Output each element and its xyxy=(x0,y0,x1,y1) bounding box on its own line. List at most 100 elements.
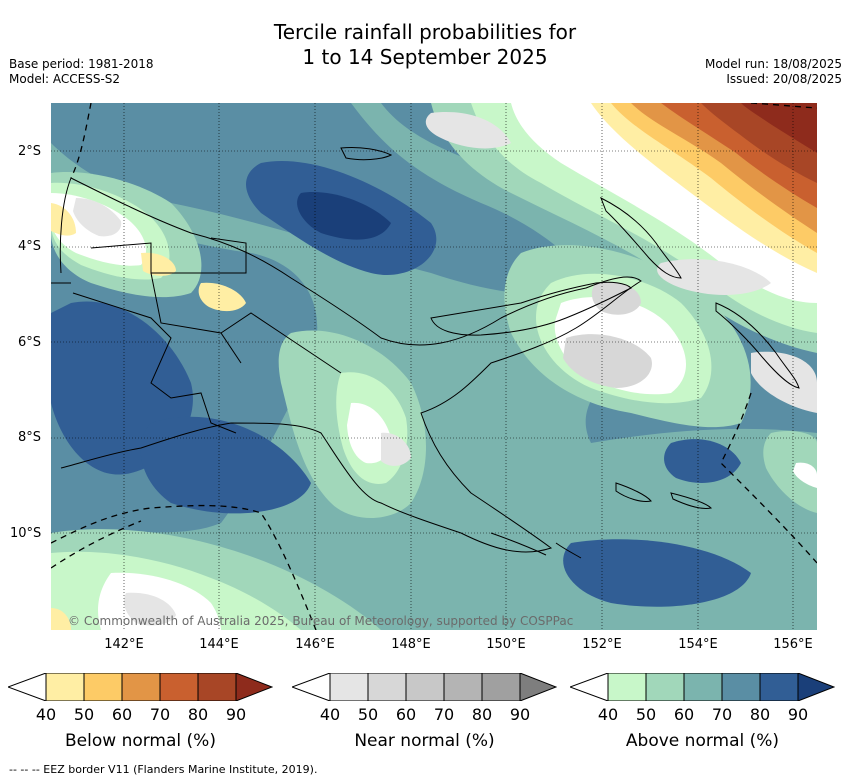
contour-near-normal-east-fill xyxy=(563,334,652,388)
lon-label-150e: 150°E xyxy=(486,637,526,652)
cbar-near-swatch-6 xyxy=(519,673,557,701)
cbar-below-swatch-4 xyxy=(159,673,199,701)
contour-near-south xyxy=(124,592,176,626)
cbar-near-title: Near normal (%) xyxy=(354,731,495,751)
cbar-near-tick-70: 70 xyxy=(433,705,455,724)
cbar-near-tick-40: 40 xyxy=(319,705,341,724)
contour-near-central xyxy=(381,432,411,466)
cbar-above-swatch-4 xyxy=(721,673,761,701)
map-title: Tercile rainfall probabilities for 1 to … xyxy=(0,20,850,70)
contour-below-west-2 xyxy=(198,282,246,312)
border-line-2 xyxy=(72,292,237,434)
graticule xyxy=(51,103,817,630)
cbar-near-swatch-5 xyxy=(481,673,521,701)
lat-label-10s: 10°S xyxy=(10,526,42,541)
lon-label-144e: 144°E xyxy=(199,637,239,652)
new-guinea-coast-west xyxy=(51,177,72,284)
cbar-above-title: Above normal (%) xyxy=(625,731,780,751)
meta-left: Base period: 1981-2018 Model: ACCESS-S2 xyxy=(9,57,154,87)
cbar-near-swatch-3 xyxy=(405,673,445,701)
cbar-above-swatch-5 xyxy=(759,673,799,701)
title-line-1: Tercile rainfall probabilities for xyxy=(273,20,577,44)
lat-label-8s: 8°S xyxy=(18,430,42,445)
cbar-near-tick-50: 50 xyxy=(357,705,379,724)
new-guinea-coast xyxy=(60,177,642,553)
cbar-near-tick-60: 60 xyxy=(395,705,417,724)
cbar-below-tick-80: 80 xyxy=(187,705,209,724)
eez-borders xyxy=(51,103,817,630)
eez-border-east xyxy=(720,392,817,564)
eez-border-north-east xyxy=(750,103,817,109)
cbar-above-tick-40: 40 xyxy=(597,705,619,724)
lat-label-2s: 2°S xyxy=(18,144,42,159)
cbar-above-tick-80: 80 xyxy=(749,705,771,724)
contour-below-west-3 xyxy=(141,252,176,276)
lat-label-6s: 6°S xyxy=(18,335,42,350)
cbar-below-title: Below normal (%) xyxy=(65,731,216,751)
manus-coast xyxy=(340,147,393,161)
contour-above-50-southeast xyxy=(763,431,817,513)
cbar-above-swatch-3 xyxy=(683,673,723,701)
cbar-below-tick-70: 70 xyxy=(149,705,171,724)
issued-label: Issued: 20/08/2025 xyxy=(726,72,842,86)
milne-bay-coast xyxy=(490,532,582,559)
cbar-below-swatch-2 xyxy=(83,673,123,701)
contour-near-northeast xyxy=(425,112,511,149)
cbar-near-swatch-4 xyxy=(443,673,483,701)
bougainville-coast xyxy=(715,302,800,389)
lat-label-4s: 4°S xyxy=(18,239,42,254)
new-britain-coast xyxy=(430,281,632,336)
cbar-above-swatch-1 xyxy=(607,673,647,701)
colorbar-below-normal xyxy=(8,673,273,701)
meta-right: Model run: 18/08/2025 Issued: 20/08/2025 xyxy=(705,57,842,87)
contour-below-max xyxy=(741,103,817,153)
base-period-label: Base period: 1981-2018 xyxy=(9,57,154,71)
cbar-near-swatch-2 xyxy=(367,673,407,701)
contour-near-east-edge xyxy=(751,351,817,413)
cbar-near-swatch-0 xyxy=(292,673,331,701)
cbar-below-tick-40: 40 xyxy=(35,705,57,724)
coastlines xyxy=(51,147,800,559)
border-line-3 xyxy=(150,272,242,364)
contour-white-central xyxy=(347,402,391,464)
eez-border-south-west xyxy=(51,520,142,569)
cbar-below-swatch-6 xyxy=(235,673,273,701)
contour-below-west xyxy=(51,203,76,236)
cbar-near-tick-90: 90 xyxy=(509,705,531,724)
cbar-above-tick-50: 50 xyxy=(635,705,657,724)
cbar-above-tick-90: 90 xyxy=(787,705,809,724)
colorbar-above-normal xyxy=(570,673,835,701)
border-line-1 xyxy=(90,237,247,274)
eez-footnote: -- -- -- EEZ border V11 (Flanders Marine… xyxy=(9,763,318,776)
contour-near-west xyxy=(73,198,122,237)
eez-border-north-west xyxy=(70,103,92,179)
borders xyxy=(72,237,342,434)
cbar-below-tick-60: 60 xyxy=(111,705,133,724)
cbar-below-tick-50: 50 xyxy=(73,705,95,724)
contour-near-northeast-2 xyxy=(657,259,771,295)
cbar-below-swatch-1 xyxy=(45,673,85,701)
cbar-below-tick-90: 90 xyxy=(225,705,247,724)
model-run-label: Model run: 18/08/2025 xyxy=(704,57,842,71)
cbar-above-swatch-2 xyxy=(645,673,685,701)
eez-border-south xyxy=(51,504,317,630)
lon-label-142e: 142°E xyxy=(104,637,144,652)
lon-label-146e: 146°E xyxy=(295,637,335,652)
lon-label-154e: 154°E xyxy=(678,637,718,652)
cbar-above-swatch-0 xyxy=(570,673,609,701)
cbar-above-tick-60: 60 xyxy=(673,705,695,724)
map-panel xyxy=(51,103,817,630)
lon-label-152e: 152°E xyxy=(582,637,622,652)
contour-above-max xyxy=(297,192,391,240)
border-line-4 xyxy=(220,312,342,374)
cbar-below-swatch-0 xyxy=(8,673,47,701)
contour-above-90-3 xyxy=(140,416,311,514)
lon-label-148e: 148°E xyxy=(391,637,431,652)
cbar-above-swatch-6 xyxy=(797,673,835,701)
cbar-near-tick-80: 80 xyxy=(471,705,493,724)
contour-near-southeast xyxy=(793,462,817,488)
title-line-2: 1 to 14 September 2025 xyxy=(302,45,548,69)
contour-below-south xyxy=(51,608,71,630)
lon-label-156e: 156°E xyxy=(773,637,813,652)
solomon-islands-coast xyxy=(615,482,713,509)
